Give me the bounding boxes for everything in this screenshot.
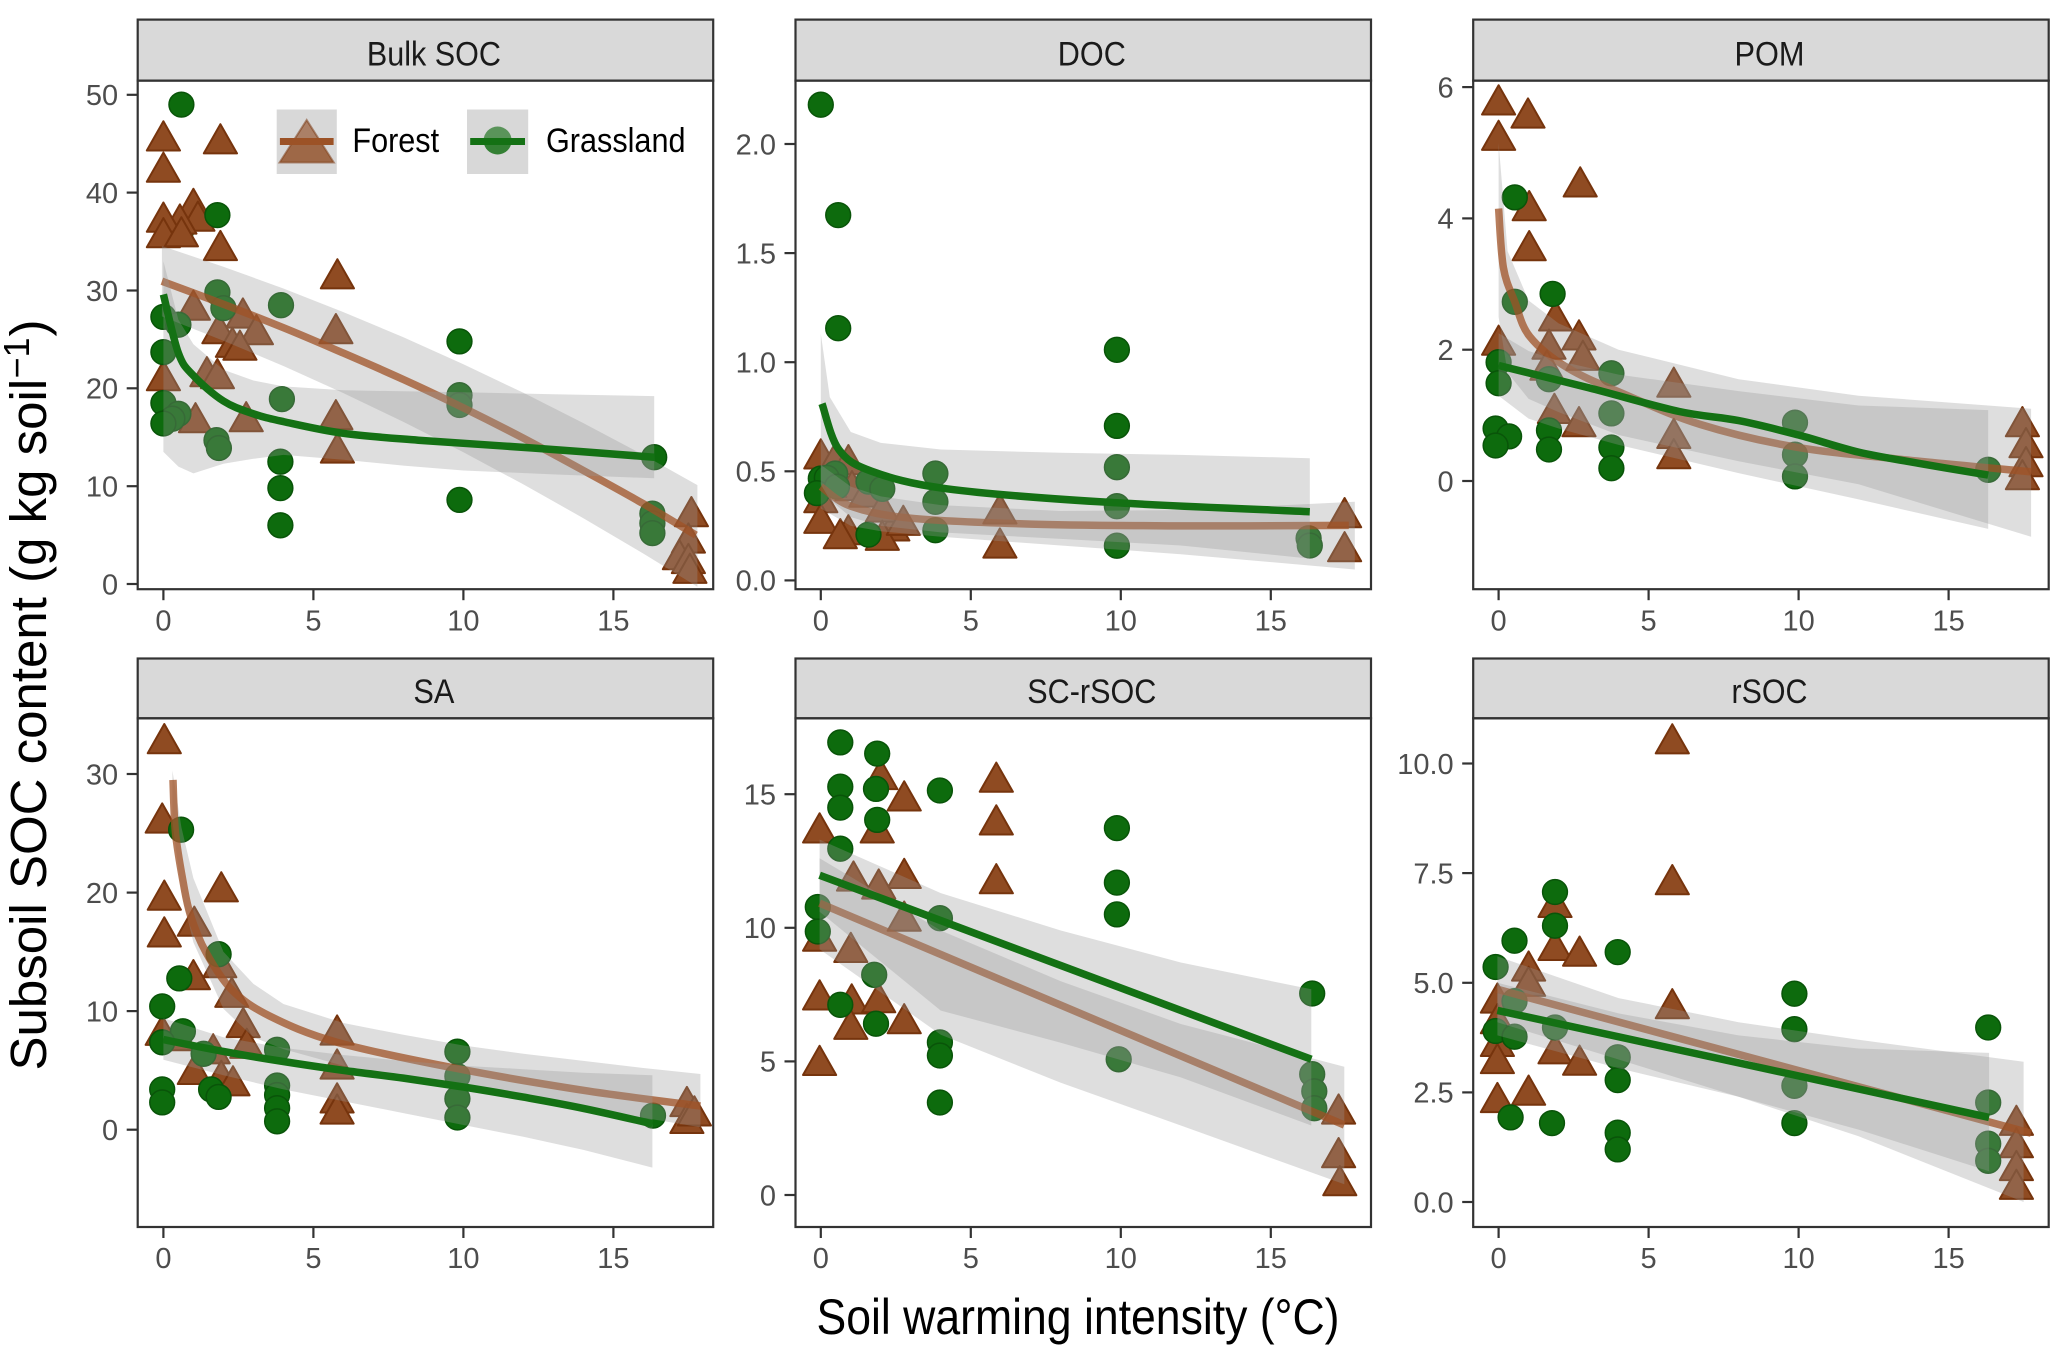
svg-text:15: 15 bbox=[1255, 1243, 1287, 1275]
svg-text:0.0: 0.0 bbox=[1413, 1187, 1453, 1219]
svg-text:5: 5 bbox=[963, 605, 979, 637]
svg-text:1.0: 1.0 bbox=[736, 348, 776, 380]
svg-text:0: 0 bbox=[1438, 466, 1454, 498]
svg-text:15: 15 bbox=[597, 605, 629, 637]
svg-text:30: 30 bbox=[86, 759, 118, 791]
svg-text:Forest: Forest bbox=[352, 122, 439, 160]
svg-text:0: 0 bbox=[760, 1180, 776, 1212]
svg-text:5.0: 5.0 bbox=[1413, 968, 1453, 1000]
svg-text:10: 10 bbox=[86, 996, 118, 1028]
svg-text:10: 10 bbox=[447, 605, 479, 637]
svg-text:0: 0 bbox=[155, 1243, 171, 1275]
svg-text:Subsoil SOC content (g kg soil: Subsoil SOC content (g kg soil bbox=[0, 379, 57, 1071]
svg-text:0: 0 bbox=[813, 605, 829, 637]
svg-text:0.5: 0.5 bbox=[736, 457, 776, 489]
svg-text:0: 0 bbox=[1491, 605, 1507, 637]
svg-text:40: 40 bbox=[86, 178, 118, 210]
svg-text:5: 5 bbox=[760, 1047, 776, 1079]
svg-text:10: 10 bbox=[1782, 1243, 1814, 1275]
svg-text:4: 4 bbox=[1438, 204, 1454, 236]
svg-text:15: 15 bbox=[1932, 1243, 1964, 1275]
svg-text:10: 10 bbox=[744, 913, 776, 945]
svg-text:5: 5 bbox=[305, 605, 321, 637]
svg-text:DOC: DOC bbox=[1058, 35, 1126, 73]
svg-text:rSOC: rSOC bbox=[1732, 673, 1808, 711]
svg-text:15: 15 bbox=[1932, 605, 1964, 637]
svg-text:50: 50 bbox=[86, 80, 118, 112]
svg-text:20: 20 bbox=[86, 374, 118, 406]
svg-text:0: 0 bbox=[102, 569, 118, 601]
svg-text:5: 5 bbox=[305, 1243, 321, 1275]
svg-text:10: 10 bbox=[447, 1243, 479, 1275]
svg-text:5: 5 bbox=[1641, 605, 1657, 637]
svg-text:Bulk SOC: Bulk SOC bbox=[367, 35, 501, 73]
svg-text:10: 10 bbox=[1105, 1243, 1137, 1275]
svg-text:POM: POM bbox=[1735, 35, 1805, 73]
svg-text:20: 20 bbox=[86, 878, 118, 910]
svg-text:Grassland: Grassland bbox=[546, 122, 686, 160]
svg-text:−1: −1 bbox=[0, 337, 37, 378]
svg-text:0: 0 bbox=[102, 1115, 118, 1147]
svg-text:5: 5 bbox=[963, 1243, 979, 1275]
svg-text:10: 10 bbox=[86, 472, 118, 504]
svg-text:5: 5 bbox=[1641, 1243, 1657, 1275]
svg-text:SA: SA bbox=[413, 673, 454, 711]
svg-text:10: 10 bbox=[1105, 605, 1137, 637]
svg-text:6: 6 bbox=[1438, 72, 1454, 104]
svg-text:10.0: 10.0 bbox=[1397, 749, 1453, 781]
svg-text:0.0: 0.0 bbox=[736, 566, 776, 598]
svg-text:SC-rSOC: SC-rSOC bbox=[1027, 673, 1156, 711]
svg-text:7.5: 7.5 bbox=[1413, 858, 1453, 890]
svg-text:30: 30 bbox=[86, 276, 118, 308]
svg-text:10: 10 bbox=[1782, 605, 1814, 637]
svg-text:15: 15 bbox=[597, 1243, 629, 1275]
svg-text:0: 0 bbox=[813, 1243, 829, 1275]
svg-text:1.5: 1.5 bbox=[736, 238, 776, 270]
svg-text:15: 15 bbox=[1255, 605, 1287, 637]
svg-text:): ) bbox=[0, 320, 57, 337]
svg-text:2: 2 bbox=[1438, 335, 1454, 367]
svg-text:15: 15 bbox=[744, 780, 776, 812]
svg-text:0: 0 bbox=[155, 605, 171, 637]
svg-text:0: 0 bbox=[1491, 1243, 1507, 1275]
svg-text:2.5: 2.5 bbox=[1413, 1078, 1453, 1110]
svg-text:Soil warming intensity (°C): Soil warming intensity (°C) bbox=[817, 1289, 1340, 1345]
svg-text:2.0: 2.0 bbox=[736, 129, 776, 161]
